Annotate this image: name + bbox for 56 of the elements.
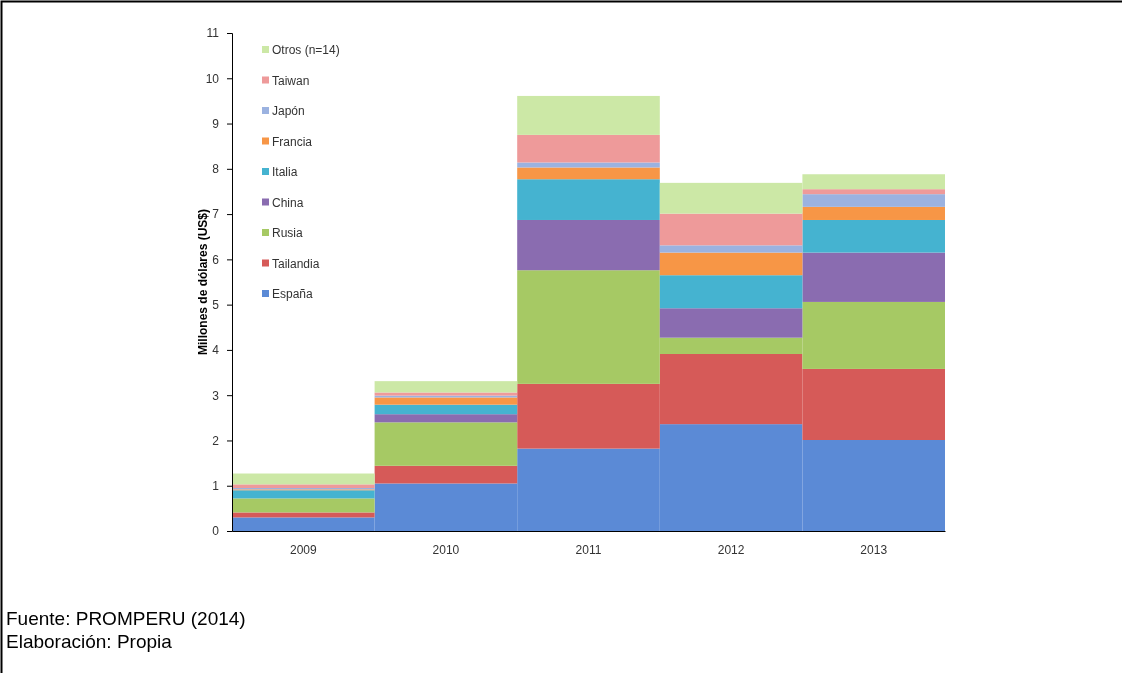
legend-label: Taiwan [272, 73, 310, 88]
bar [374, 422, 518, 466]
text: Elaboración: Propia [6, 631, 173, 652]
y-axis-title: Millones de dólares (US$) [196, 208, 210, 356]
y-tick-label: 8 [212, 162, 220, 177]
bar [659, 308, 803, 338]
y-tick-label: 1 [212, 479, 220, 494]
bar [517, 219, 660, 271]
y-tick-label: 4 [212, 343, 220, 358]
x-tick-label: 2013 [860, 542, 888, 557]
y-tick-label: 0 [212, 524, 220, 539]
y-tick-label: 5 [212, 297, 220, 312]
bar [802, 194, 945, 207]
bar [232, 490, 375, 499]
bar [517, 162, 660, 168]
legend-label: Francia [272, 134, 313, 149]
x-tick-label: 2012 [717, 542, 745, 557]
y-tick-label: 9 [212, 116, 220, 131]
bar [232, 512, 375, 518]
bar [374, 414, 518, 423]
legend-label: Rusia [272, 226, 304, 240]
bar [232, 484, 375, 488]
bar [232, 498, 375, 513]
bar [802, 252, 945, 302]
bar [374, 381, 518, 393]
bar [802, 206, 945, 220]
legend-label: Tailandia [272, 256, 320, 271]
legend-label: Italia [272, 165, 298, 179]
y-tick-label: 6 [212, 252, 220, 267]
bar [802, 189, 945, 195]
y-tick-label: 11 [206, 26, 220, 41]
legend-label: China [272, 195, 304, 210]
source-note: Fuente: PROMPERU (2014) [6, 608, 246, 629]
bar [374, 404, 518, 415]
y-tick-label: 3 [212, 388, 220, 403]
bar [517, 134, 660, 163]
y-tick-label: 10 [205, 71, 220, 86]
y-tick-label: 7 [212, 207, 220, 222]
bar [517, 167, 660, 180]
bar [374, 397, 518, 405]
x-tick-label: 2009 [289, 542, 317, 557]
legend-label: España [272, 287, 314, 301]
bar [517, 95, 660, 135]
x-tick-label: 2010 [432, 542, 460, 557]
y-tick-label: 2 [212, 433, 220, 448]
bar [659, 213, 803, 246]
bar [659, 252, 803, 276]
bar [802, 219, 945, 253]
bar [232, 473, 375, 485]
bar [659, 245, 803, 253]
bar [517, 179, 660, 220]
legend-label: Otros (n=14) [272, 43, 340, 57]
legend-label: Japón [272, 104, 305, 118]
bar [374, 465, 518, 484]
x-tick-label: 2011 [575, 542, 602, 557]
bar [659, 275, 803, 309]
